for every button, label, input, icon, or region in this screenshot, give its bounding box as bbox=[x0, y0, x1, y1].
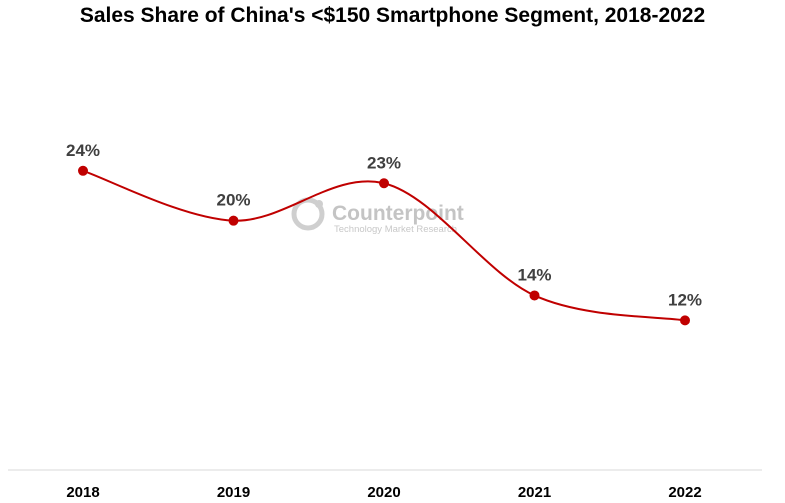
x-tick-2021: 2021 bbox=[518, 484, 551, 501]
data-label-2021: 14% bbox=[517, 265, 551, 284]
chart-title: Sales Share of China's <$150 Smartphone … bbox=[79, 4, 706, 27]
data-label-2018: 24% bbox=[66, 141, 100, 160]
watermark-tagline: Technology Market Research bbox=[334, 224, 457, 235]
data-point-2021 bbox=[529, 290, 540, 301]
counterpoint-logo-icon bbox=[291, 197, 325, 231]
watermark-brand: Counterpoint bbox=[332, 202, 464, 225]
data-point-2022 bbox=[680, 315, 690, 326]
x-tick-2022: 2022 bbox=[668, 484, 701, 501]
watermark: Counterpoint Technology Market Research bbox=[291, 197, 464, 235]
data-label-2020: 23% bbox=[367, 153, 401, 172]
series-line bbox=[82, 169, 686, 322]
x-tick-2018: 2018 bbox=[66, 484, 99, 501]
data-label-2019: 20% bbox=[216, 191, 250, 210]
data-point-2020 bbox=[379, 178, 389, 189]
data-point-2019 bbox=[228, 215, 239, 226]
data-label-2022: 12% bbox=[668, 290, 702, 309]
markers bbox=[78, 165, 690, 326]
x-tick-2019: 2019 bbox=[217, 484, 250, 501]
data-point-2018 bbox=[78, 165, 88, 176]
x-tick-2020: 2020 bbox=[367, 484, 400, 501]
data-labels: 24% 20% 23% 14% 12% bbox=[66, 141, 702, 310]
x-tick-labels: 2018 2019 2020 2021 2022 bbox=[66, 484, 701, 501]
